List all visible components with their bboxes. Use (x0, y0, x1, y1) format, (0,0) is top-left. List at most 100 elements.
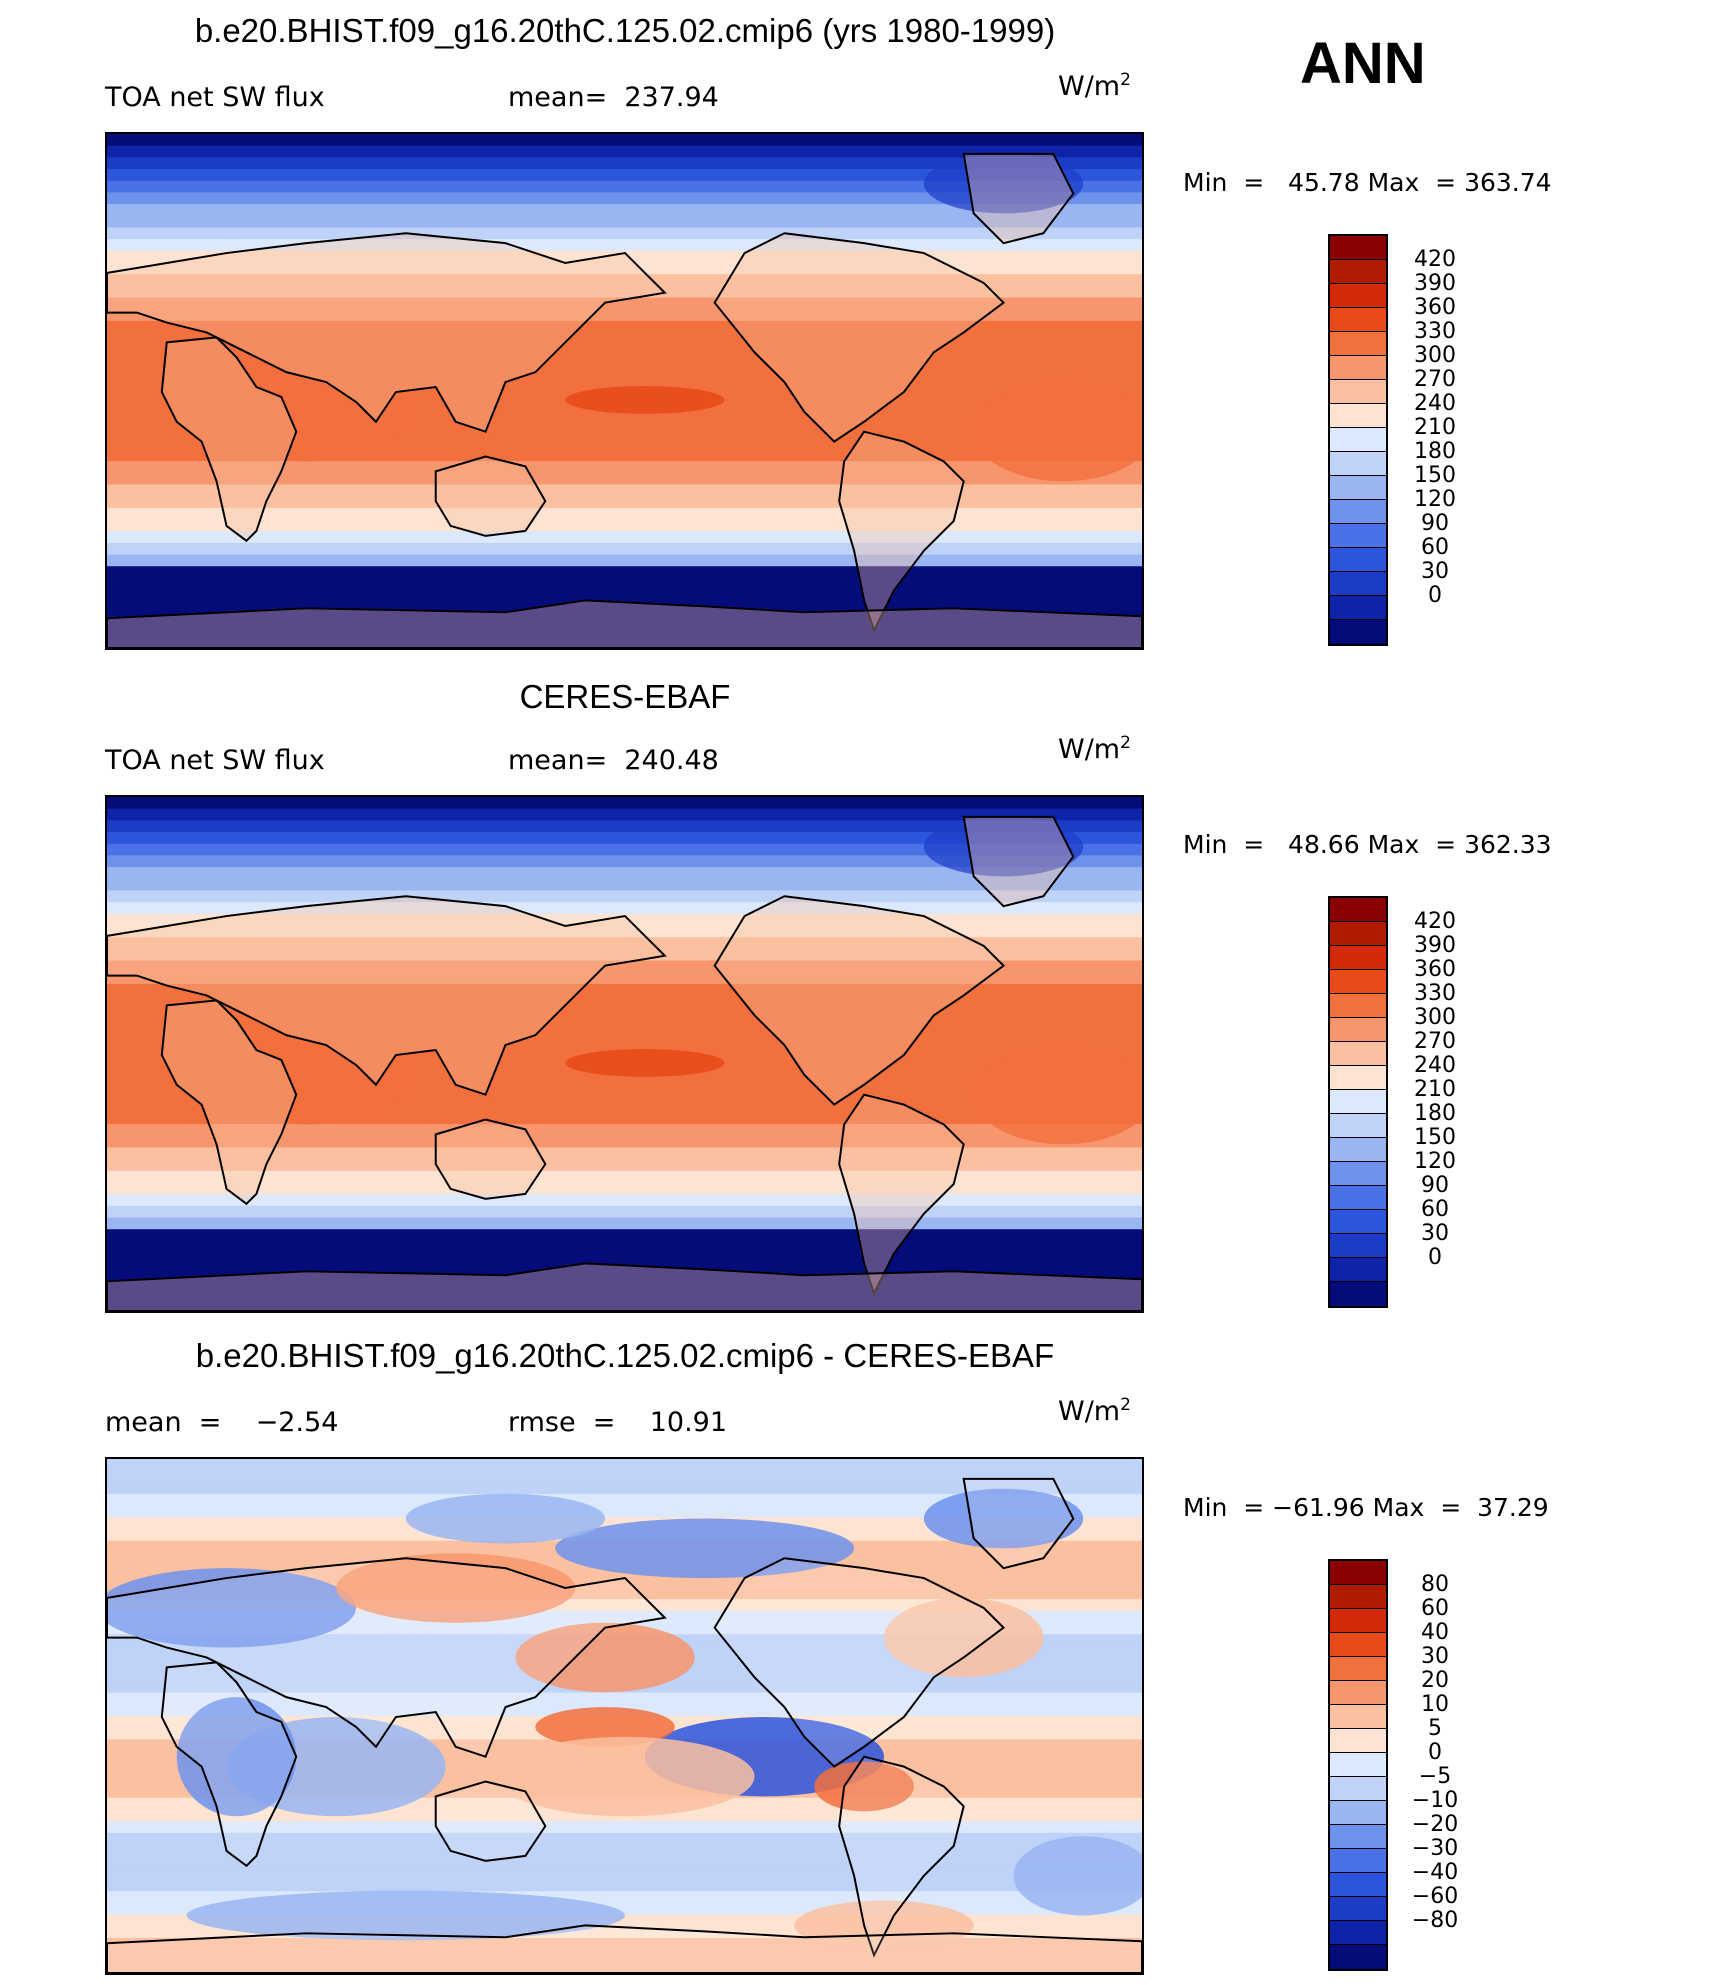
colorbar-tick-label: 420 (1414, 247, 1456, 272)
panel-3-units: W/m2 (1058, 1395, 1131, 1427)
colorbar-tick-label: 420 (1414, 909, 1456, 934)
panel-1-variable-label: TOA net SW flux (105, 82, 325, 113)
colorbar-cell (1330, 1018, 1386, 1042)
colorbar-cell (1330, 946, 1386, 970)
colorbar-cell (1330, 404, 1386, 428)
panel-1-units-exponent: 2 (1120, 70, 1131, 90)
panel-3-min-value: −61.96 (1272, 1493, 1365, 1522)
colorbar-cell (1330, 1090, 1386, 1114)
colorbar-cell (1330, 898, 1386, 922)
colorbar-tick-label: 270 (1414, 1029, 1456, 1054)
panel-3-units-exponent: 2 (1120, 1395, 1131, 1415)
colorbar-tick-label: 210 (1414, 415, 1456, 440)
colorbar-cell (1330, 428, 1386, 452)
colorbar-cell (1330, 1873, 1386, 1897)
colorbar-tick-label: 0 (1428, 583, 1442, 608)
colorbar-cell (1330, 1138, 1386, 1162)
colorbar-cell (1330, 500, 1386, 524)
colorbar-tick-label: −30 (1411, 1836, 1459, 1861)
colorbar-cell (1330, 1114, 1386, 1138)
colorbar-tick-label: 20 (1421, 1668, 1449, 1693)
colorbar-tick-label: −60 (1411, 1884, 1459, 1909)
panel-2-map (105, 795, 1144, 1313)
colorbar-tick-label: 10 (1421, 1692, 1449, 1717)
colorbar-cell (1330, 1162, 1386, 1186)
colorbar-cell (1330, 548, 1386, 572)
panel-2-title: CERES-EBAF (519, 678, 731, 715)
panel-3-minmax: Min = −61.96 Max = 37.29 (1183, 1493, 1549, 1522)
colorbar-cell (1330, 1258, 1386, 1282)
colorbar-cell (1330, 1234, 1386, 1258)
colorbar-tick-label: 60 (1421, 535, 1449, 560)
colorbar-tick-label: −40 (1411, 1860, 1459, 1885)
colorbar-cell (1330, 380, 1386, 404)
colorbar-cell (1330, 1897, 1386, 1921)
panel-2-variable-label: TOA net SW flux (105, 745, 325, 776)
colorbar-cell (1330, 1681, 1386, 1705)
colorbar-tick-label: 150 (1414, 463, 1456, 488)
colorbar-cell (1330, 1210, 1386, 1234)
colorbar-cell (1330, 620, 1386, 644)
panel-3-min-label: Min = (1183, 1493, 1265, 1522)
colorbar-cell (1330, 1657, 1386, 1681)
colorbar-tick-label: 330 (1414, 319, 1456, 344)
panel-1-max-label: Max = (1367, 168, 1457, 197)
colorbar-tick-label: 90 (1421, 1173, 1449, 1198)
colorbar-tick-label: 300 (1414, 1005, 1456, 1030)
colorbar-cell (1330, 236, 1386, 260)
colorbar-cell (1330, 452, 1386, 476)
colorbar-tick-label: −10 (1411, 1788, 1459, 1813)
colorbar-tick-label: 240 (1414, 1053, 1456, 1078)
colorbar-tick-label: 330 (1414, 981, 1456, 1006)
map-canvas (107, 797, 1142, 1311)
panel-2-mean-label: mean= 240.48 (508, 745, 719, 776)
colorbar-cell (1330, 476, 1386, 500)
colorbar-cell (1330, 284, 1386, 308)
colorbar-tick-label: 270 (1414, 367, 1456, 392)
panel-3-colorbar (1328, 1559, 1388, 1971)
colorbar-cell (1330, 1585, 1386, 1609)
panel-3-title: b.e20.BHIST.f09_g16.20thC.125.02.cmip6 -… (195, 1337, 1055, 1374)
panel-2-units: W/m2 (1058, 733, 1131, 765)
colorbar-tick-label: 360 (1414, 295, 1456, 320)
panel-2-min-label: Min = (1183, 830, 1265, 859)
colorbar-cell (1330, 1945, 1386, 1969)
map-canvas (107, 134, 1142, 648)
colorbar-tick-label: 210 (1414, 1077, 1456, 1102)
colorbar-cell (1330, 922, 1386, 946)
panel-2-max-label: Max = (1367, 830, 1457, 859)
colorbar-tick-label: 240 (1414, 391, 1456, 416)
colorbar-cell (1330, 1042, 1386, 1066)
colorbar-tick-label: 90 (1421, 511, 1449, 536)
colorbar-tick-label: 30 (1421, 559, 1449, 584)
colorbar-cell (1330, 1609, 1386, 1633)
panel-2-minmax: Min = 48.66 Max = 362.33 (1183, 830, 1552, 859)
colorbar-tick-label: −20 (1411, 1812, 1459, 1837)
colorbar-cell (1330, 1849, 1386, 1873)
colorbar-cell (1330, 596, 1386, 620)
colorbar-cell (1330, 1729, 1386, 1753)
colorbar-cell (1330, 572, 1386, 596)
colorbar-cell (1330, 1777, 1386, 1801)
colorbar-tick-label: 180 (1414, 439, 1456, 464)
colorbar-tick-label: 60 (1421, 1197, 1449, 1222)
colorbar-cell (1330, 1561, 1386, 1585)
colorbar-tick-label: 0 (1428, 1245, 1442, 1270)
colorbar-cell (1330, 1753, 1386, 1777)
colorbar-tick-label: 390 (1414, 933, 1456, 958)
colorbar-tick-label: 5 (1428, 1716, 1442, 1741)
panel-2-units-exponent: 2 (1120, 733, 1131, 753)
colorbar-tick-label: 30 (1421, 1221, 1449, 1246)
panel-2-min-value: 48.66 (1288, 830, 1360, 859)
colorbar-tick-label: 180 (1414, 1101, 1456, 1126)
colorbar-tick-label: 120 (1414, 1149, 1456, 1174)
season-label: ANN (1300, 31, 1426, 96)
panel-3-rmse-label: rmse = 10.91 (508, 1407, 728, 1438)
colorbar-tick-label: 60 (1421, 1596, 1449, 1621)
panel-1-mean-label: mean= 237.94 (508, 82, 719, 113)
panel-1-colorbar (1328, 234, 1388, 646)
colorbar-cell (1330, 1186, 1386, 1210)
panel-1-title: b.e20.BHIST.f09_g16.20thC.125.02.cmip6 (… (194, 12, 1056, 49)
colorbar-cell (1330, 1801, 1386, 1825)
colorbar-cell (1330, 308, 1386, 332)
